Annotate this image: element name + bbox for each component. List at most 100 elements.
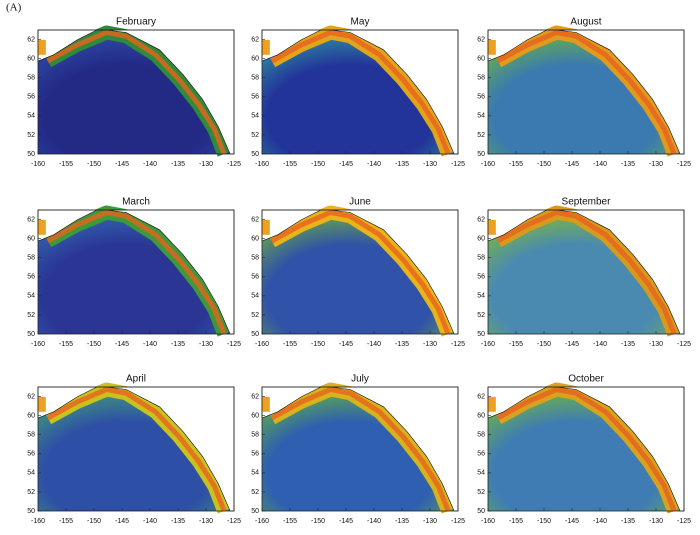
x-tick-label: -130: [423, 518, 437, 525]
panel-title: April: [126, 374, 146, 385]
x-tick-label: -140: [367, 518, 381, 525]
y-tick-label: 58: [27, 432, 35, 439]
alaska-band: [262, 219, 270, 235]
x-tick-label: -135: [621, 341, 635, 348]
x-tick-label: -140: [367, 161, 381, 168]
x-tick-label: -150: [311, 161, 325, 168]
alaska-band: [38, 39, 46, 55]
x-tick-label: -140: [593, 518, 607, 525]
coastal-band-inner: [496, 209, 677, 335]
x-tick-label: -150: [537, 341, 551, 348]
y-tick-label: 62: [477, 36, 485, 43]
frame: [487, 29, 685, 155]
x-tick-label: -140: [593, 341, 607, 348]
map-panel: [487, 205, 685, 337]
map-panel: [37, 382, 235, 514]
x-tick-label: -145: [339, 518, 353, 525]
x-tick-label: -160: [31, 161, 45, 168]
x-tick-label: -155: [509, 341, 523, 348]
x-tick-label: -160: [255, 518, 269, 525]
x-tick-label: -140: [143, 341, 157, 348]
y-tick-label: 58: [251, 255, 259, 262]
x-tick-label: -130: [199, 518, 213, 525]
y-tick-label: 52: [27, 312, 35, 319]
x-tick-label: -140: [143, 161, 157, 168]
x-tick-label: -145: [339, 161, 353, 168]
panel-title: July: [351, 374, 369, 385]
y-tick-label: 54: [477, 293, 485, 300]
y-tick-label: 56: [251, 94, 259, 101]
y-tick-label: 62: [251, 36, 259, 43]
panel-label: (A): [6, 2, 22, 14]
coastal-band-inner: [46, 29, 227, 155]
y-tick-label: 52: [477, 132, 485, 139]
y-tick-label: 54: [477, 113, 485, 120]
y-tick-label: 52: [477, 489, 485, 496]
x-tick-label: -150: [87, 518, 101, 525]
y-tick-label: 58: [27, 255, 35, 262]
y-tick-label: 52: [251, 312, 259, 319]
alaska-band: [38, 219, 46, 235]
x-tick-label: -130: [649, 161, 663, 168]
frame: [487, 386, 685, 512]
y-tick-label: 62: [251, 216, 259, 223]
x-tick-label: -145: [115, 518, 129, 525]
coastal-band-inner: [270, 386, 451, 512]
x-tick-label: -140: [143, 518, 157, 525]
map-panel: [37, 25, 235, 157]
alaska-band: [262, 39, 270, 55]
x-tick-label: -135: [621, 161, 635, 168]
x-tick-label: -155: [283, 341, 297, 348]
frame: [261, 386, 459, 512]
panel-title: September: [562, 197, 612, 208]
alaska-band: [488, 39, 496, 55]
y-tick-label: 52: [251, 132, 259, 139]
x-tick-label: -140: [593, 161, 607, 168]
y-tick-label: 56: [27, 274, 35, 281]
y-tick-label: 50: [27, 151, 35, 158]
x-tick-label: -150: [311, 518, 325, 525]
y-tick-label: 52: [477, 312, 485, 319]
x-tick-label: -160: [31, 518, 45, 525]
y-tick-label: 62: [27, 216, 35, 223]
y-tick-label: 50: [477, 151, 485, 158]
y-tick-label: 54: [251, 293, 259, 300]
x-tick-label: -155: [283, 518, 297, 525]
coastal-band-inner: [496, 29, 677, 155]
x-tick-label: -130: [199, 341, 213, 348]
x-tick-label: -125: [451, 161, 465, 168]
y-tick-label: 54: [477, 470, 485, 477]
y-tick-label: 56: [251, 274, 259, 281]
x-tick-label: -125: [451, 518, 465, 525]
frame: [261, 29, 459, 155]
x-tick-label: -160: [481, 161, 495, 168]
x-tick-label: -150: [87, 161, 101, 168]
x-tick-label: -160: [255, 161, 269, 168]
x-tick-label: -155: [509, 161, 523, 168]
x-tick-label: -150: [537, 518, 551, 525]
x-tick-label: -160: [255, 341, 269, 348]
x-tick-label: -155: [509, 518, 523, 525]
map-panel: [261, 25, 459, 157]
y-tick-label: 58: [477, 432, 485, 439]
y-tick-label: 56: [27, 94, 35, 101]
map-panel: [487, 25, 685, 157]
y-tick-label: 60: [477, 412, 485, 419]
frame: [37, 386, 235, 512]
y-tick-label: 62: [251, 393, 259, 400]
y-tick-label: 54: [27, 113, 35, 120]
alaska-band: [262, 396, 270, 412]
x-tick-label: -125: [677, 161, 691, 168]
x-tick-label: -160: [481, 518, 495, 525]
y-tick-label: 62: [477, 216, 485, 223]
y-tick-label: 50: [27, 508, 35, 515]
coastal-band-inner: [496, 386, 677, 512]
y-tick-label: 56: [27, 451, 35, 458]
y-tick-label: 50: [477, 508, 485, 515]
y-tick-label: 60: [251, 55, 259, 62]
x-tick-label: -150: [87, 341, 101, 348]
y-tick-label: 58: [27, 75, 35, 82]
x-tick-label: -125: [227, 341, 241, 348]
x-tick-label: -145: [565, 341, 579, 348]
y-tick-label: 50: [251, 331, 259, 338]
